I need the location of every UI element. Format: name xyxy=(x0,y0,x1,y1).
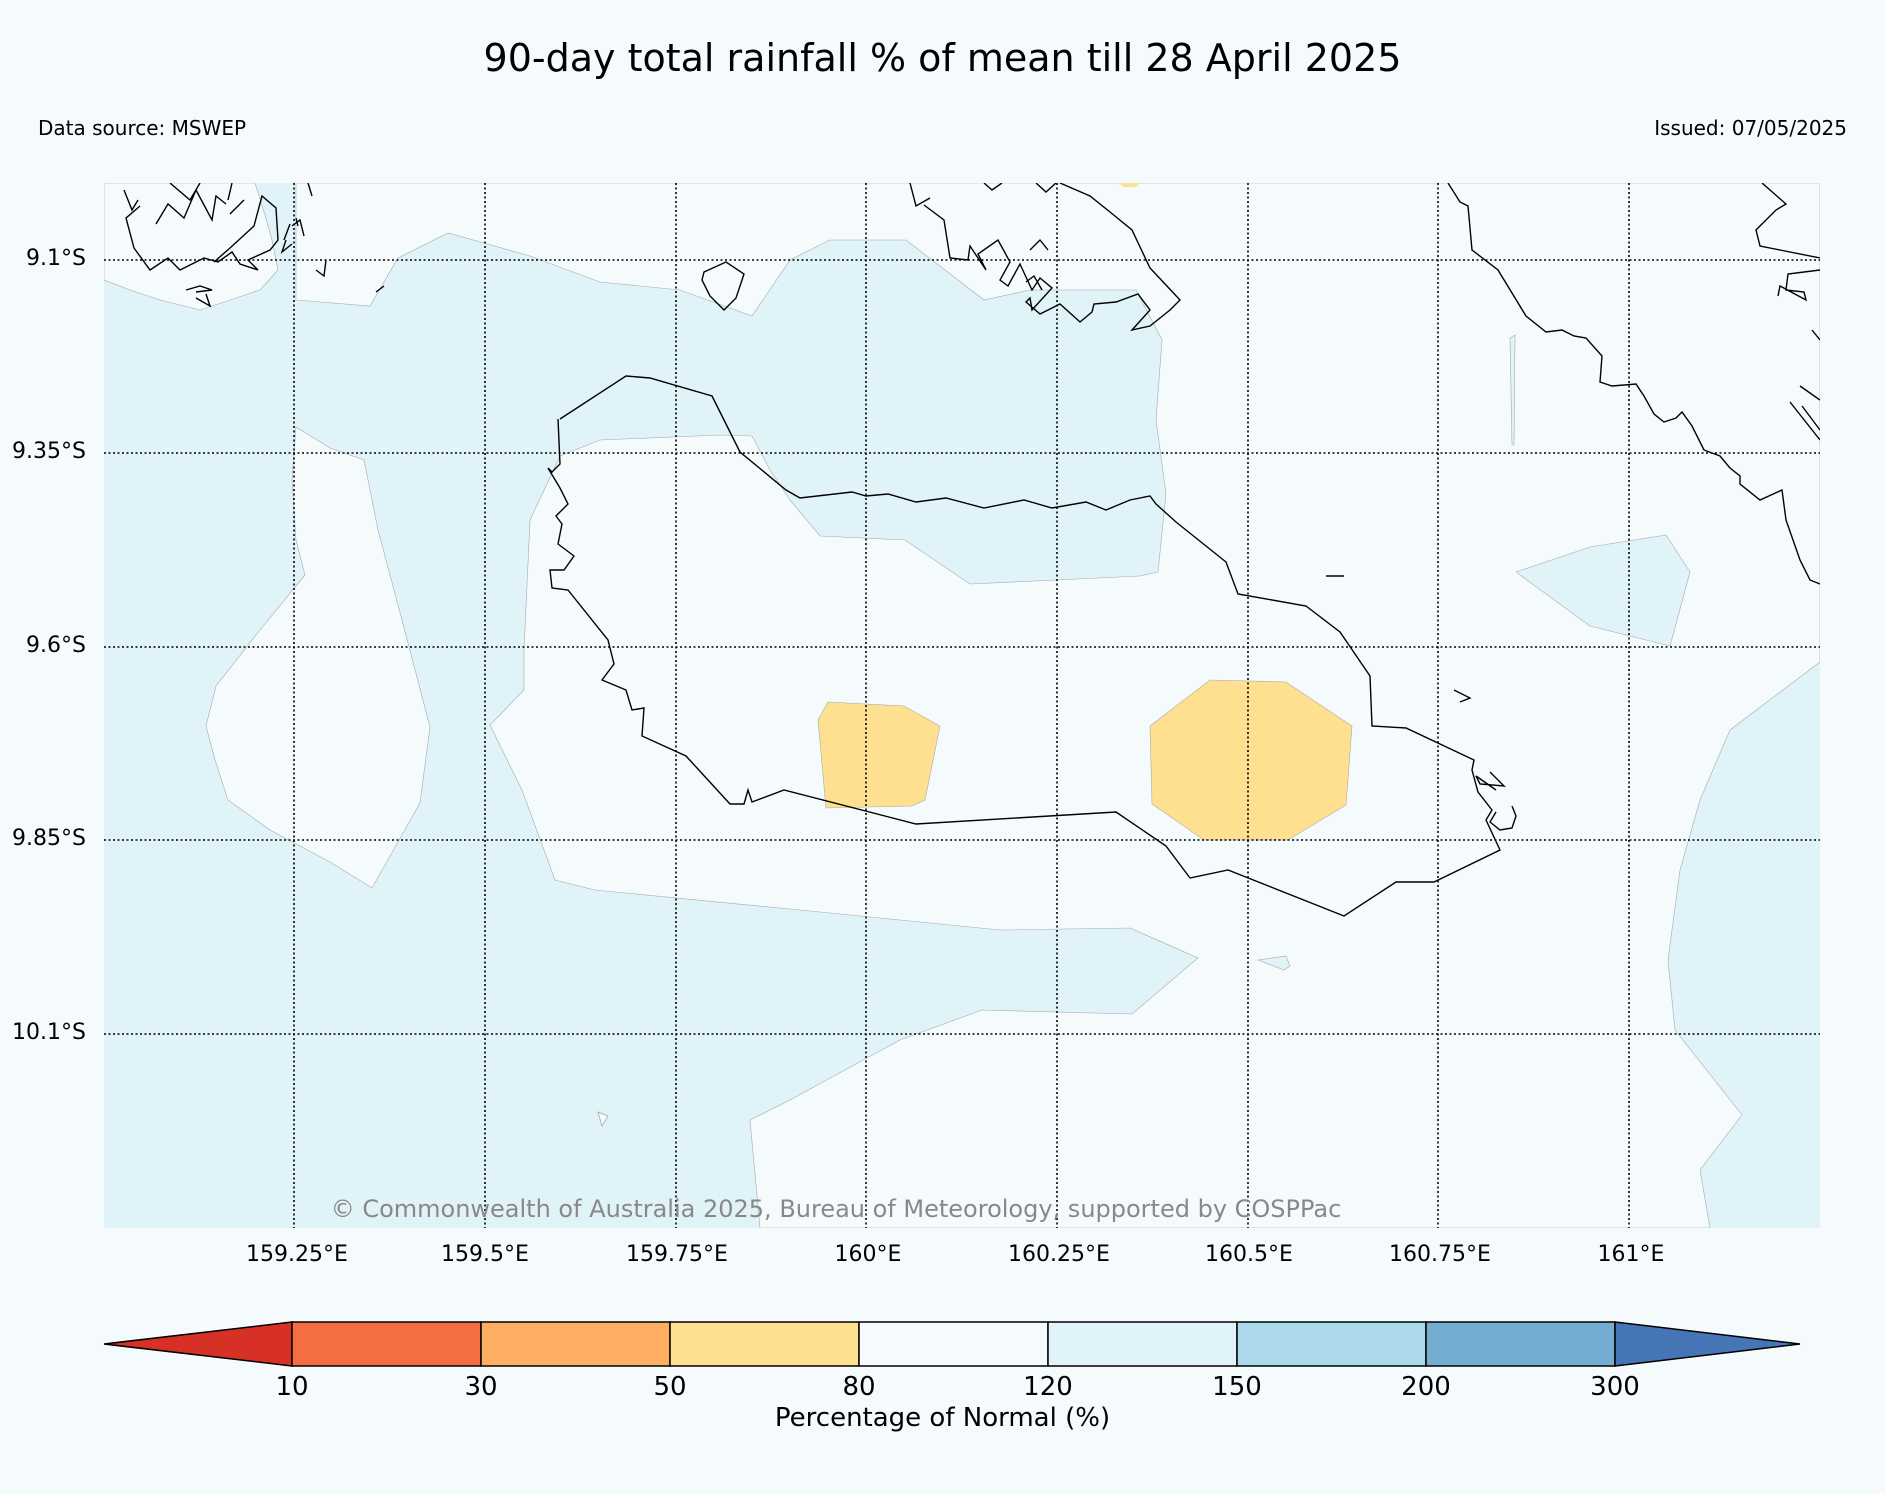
latitude-label: 10.1°S xyxy=(12,1020,86,1045)
normal-region-nw xyxy=(104,183,279,311)
colorbar-tick-label: 80 xyxy=(842,1372,876,1402)
normal-region-west xyxy=(205,426,431,889)
latitude-label: 9.85°S xyxy=(12,826,86,851)
latitude-label: 9.35°S xyxy=(12,439,86,464)
coastline-main-island xyxy=(547,375,1501,917)
colorbar-segment-50-80 xyxy=(669,1321,860,1367)
wet-region-sliver xyxy=(1509,334,1516,446)
latitude-label: 9.1°S xyxy=(26,246,86,271)
dry-region-patch-top xyxy=(1118,183,1140,187)
map-title: 90-day total rainfall % of mean till 28 … xyxy=(483,36,1402,80)
colorbar-segment-below-10 xyxy=(103,1321,293,1367)
coastline-ne-island xyxy=(1447,183,1820,585)
colorbar-segment-80-120 xyxy=(858,1321,1049,1367)
colorbar xyxy=(103,1321,1801,1367)
colorbar-tick-label: 10 xyxy=(275,1372,309,1402)
colorbar-segment-30-50 xyxy=(480,1321,671,1367)
data-source-label: Data source: MSWEP xyxy=(38,116,247,140)
colorbar-tick-label: 150 xyxy=(1212,1372,1262,1402)
coastline-north-islands xyxy=(909,183,1181,332)
longitude-label: 160.5°E xyxy=(1205,1242,1293,1267)
issued-date-label: Issued: 07/05/2025 xyxy=(1654,116,1847,140)
coastline-small-island-north xyxy=(701,261,745,311)
wet-region-small-south xyxy=(1256,955,1291,971)
colorbar-title: Percentage of Normal (%) xyxy=(774,1403,1111,1433)
graticule xyxy=(104,183,1820,1228)
colorbar-segment-120-150 xyxy=(1047,1321,1238,1367)
longitude-label: 159.75°E xyxy=(626,1242,728,1267)
colorbar-segment-10-30 xyxy=(291,1321,482,1367)
longitude-label: 159.5°E xyxy=(441,1242,529,1267)
longitude-label: 161°E xyxy=(1597,1242,1665,1267)
colorbar-tick-label: 30 xyxy=(464,1372,498,1402)
latitude-label: 9.6°S xyxy=(26,633,86,658)
wet-region-east-patch xyxy=(1515,534,1691,647)
colorbar-tick-label: 200 xyxy=(1401,1372,1451,1402)
colorbar-segment-above-300 xyxy=(1614,1321,1801,1367)
colorbar-tick-label: 300 xyxy=(1590,1372,1640,1402)
longitude-label: 160°E xyxy=(834,1242,902,1267)
coastline-nw-islands xyxy=(123,183,385,308)
coastlines xyxy=(123,183,1820,917)
dry-region-patch-1 xyxy=(817,701,941,809)
colorbar-segment-200-300 xyxy=(1425,1321,1616,1367)
colorbar-tick-label: 50 xyxy=(653,1372,687,1402)
longitude-label: 160.25°E xyxy=(1008,1242,1110,1267)
longitude-label: 159.25°E xyxy=(246,1242,348,1267)
colorbar-tick-label: 120 xyxy=(1023,1372,1073,1402)
copyright-notice: © Commonwealth of Australia 2025, Bureau… xyxy=(330,1195,1342,1223)
small-island-south xyxy=(597,1111,609,1127)
coastline-east-edge xyxy=(1755,183,1820,302)
longitude-label: 160.75°E xyxy=(1389,1242,1491,1267)
colorbar-segment-150-200 xyxy=(1236,1321,1427,1367)
coastline-east-island xyxy=(1453,689,1517,831)
